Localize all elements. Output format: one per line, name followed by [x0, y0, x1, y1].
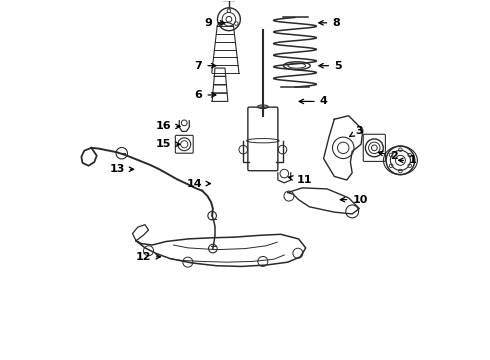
Text: 16: 16 — [156, 121, 180, 131]
Text: 4: 4 — [299, 96, 327, 107]
Text: 7: 7 — [195, 61, 216, 71]
Text: 8: 8 — [319, 18, 340, 28]
Text: 3: 3 — [350, 126, 363, 136]
Text: 10: 10 — [340, 195, 368, 204]
Text: 6: 6 — [195, 90, 216, 100]
Text: 2: 2 — [378, 151, 398, 161]
Text: 5: 5 — [319, 61, 342, 71]
Text: 9: 9 — [205, 18, 225, 28]
Text: 11: 11 — [289, 175, 312, 185]
Text: 12: 12 — [135, 252, 160, 262]
Text: 14: 14 — [187, 179, 211, 189]
Text: 13: 13 — [109, 164, 134, 174]
Text: 1: 1 — [398, 156, 417, 165]
Text: 15: 15 — [156, 139, 180, 149]
